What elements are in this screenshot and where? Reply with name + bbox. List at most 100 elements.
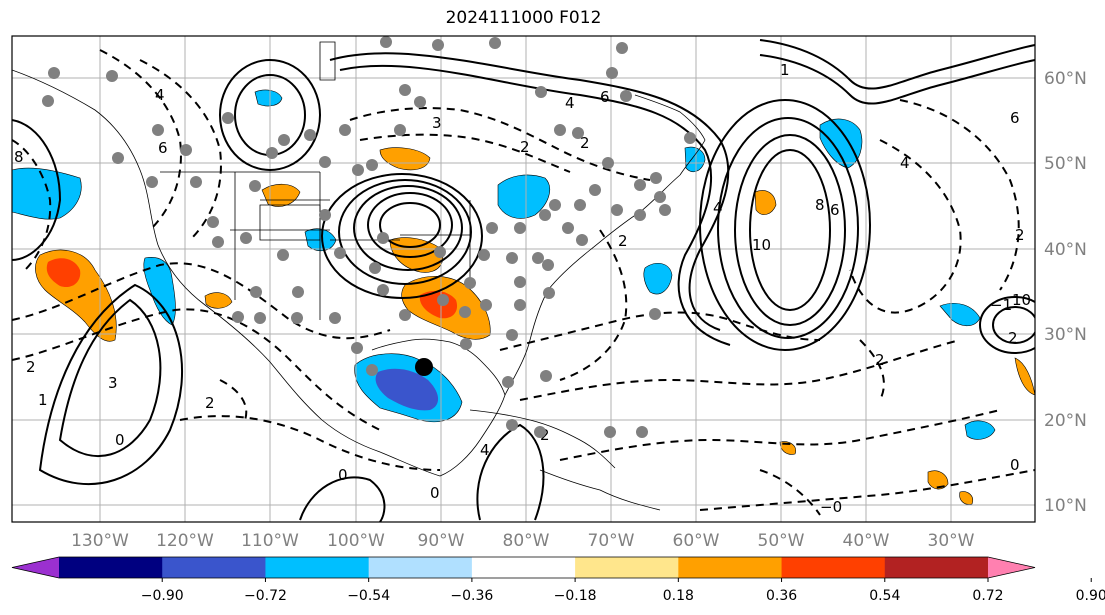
negative-anomaly-gulf-core — [375, 368, 439, 411]
colorbar-tick-label: −0.54 — [347, 588, 390, 604]
positive-anomaly-atlantic — [754, 190, 777, 215]
contour-label: 0 — [115, 431, 125, 449]
colorbar-tick-label: 0.54 — [869, 588, 900, 604]
contour-label: 3 — [432, 114, 442, 132]
lat-label: 10°N — [1044, 496, 1087, 516]
colorbar-tick-label: 0.18 — [663, 588, 694, 604]
negative-anomaly-greatlakes — [497, 174, 550, 219]
lon-label: 60°W — [673, 531, 720, 551]
dashed-contours — [12, 49, 1035, 516]
lat-label: 50°N — [1044, 154, 1087, 174]
contour-label: 4 — [713, 199, 723, 217]
map-frame — [11, 35, 1036, 523]
lon-label: 30°W — [928, 531, 975, 551]
highlighted-station-marker — [415, 358, 433, 376]
positive-anomaly-pacific-core — [46, 258, 81, 288]
lat-label: 60°N — [1044, 69, 1087, 89]
contour-label: 4 — [155, 86, 165, 104]
contour-label: 2 — [26, 358, 36, 376]
lon-label: 90°W — [418, 531, 465, 551]
colorbar-swatch — [59, 557, 163, 578]
contour-label: 2 — [618, 232, 628, 250]
colorbar-tick-label: 0.90 — [1076, 588, 1105, 604]
contour-label: 6 — [158, 139, 168, 157]
contour-label: 2 — [205, 394, 215, 412]
negative-anomaly-california — [143, 257, 176, 326]
negative-anomaly-bc — [254, 89, 283, 107]
contour-label: 8 — [815, 196, 825, 214]
station-markers — [42, 36, 696, 438]
contour-label: −1 — [990, 296, 1012, 314]
contour-label: 4 — [565, 94, 575, 112]
colorbar-extend-high — [988, 557, 1035, 578]
contour-label: 1 — [38, 391, 48, 409]
contour-label: 6 — [830, 201, 840, 219]
positive-anomaly-low-center — [379, 147, 444, 273]
positive-anomaly-rockies — [261, 183, 301, 207]
map-title: 2024111000 F012 — [445, 8, 602, 28]
contour-label-group: 4 6 8 4 6 2 3 2 4 6 8 10 2 0 −1 2 3 2 1 … — [14, 61, 1031, 516]
contour-label: 10 — [1012, 291, 1031, 309]
contour-label: 8 — [14, 148, 24, 166]
contour-label: 10 — [752, 236, 771, 254]
negative-anomaly-atlantic-canada — [819, 118, 863, 169]
colorbar-tick-label: −0.18 — [554, 588, 597, 604]
colorbar: −0.90 −0.72 −0.54 −0.36 −0.18 0.18 0.36 0.54 0.7… — [11, 556, 1105, 604]
contour-label: 4 — [480, 441, 490, 459]
contour-label: 6 — [1010, 109, 1020, 127]
colorbar-extend-low — [12, 557, 59, 578]
contour-label: 1 — [780, 61, 790, 79]
colorbar-swatch — [781, 557, 886, 578]
colorbar-tick-label: −0.90 — [141, 588, 184, 604]
pacific-contours — [12, 119, 183, 485]
colorbar-swatch — [162, 557, 266, 578]
colorbar-tick-label: 0.72 — [972, 588, 1003, 604]
contours — [12, 39, 1035, 522]
lon-label: 80°W — [503, 531, 550, 551]
contour-label: −0 — [820, 498, 842, 516]
lat-label: 40°N — [1044, 240, 1087, 260]
shaded-fields — [12, 89, 1035, 505]
contour-label: 2 — [520, 138, 530, 156]
lon-label: 50°W — [758, 531, 805, 551]
lon-label: 110°W — [241, 531, 299, 551]
longitude-labels: 130°W 120°W 110°W 100°W 90°W 80°W 70°W 6… — [71, 531, 975, 551]
contour-label: 4 — [900, 154, 910, 172]
colorbar-swatch — [678, 557, 783, 578]
colorbar-swatch — [471, 557, 576, 578]
colorbar-swatch — [368, 557, 473, 578]
lat-label: 30°N — [1044, 325, 1087, 345]
atlantic-high-contours — [699, 99, 871, 351]
contour-label: 2 — [1015, 226, 1025, 244]
lon-label: 70°W — [588, 531, 635, 551]
colorbar-tick-label: −0.36 — [450, 588, 493, 604]
negative-anomaly-east-atlantic — [964, 420, 996, 440]
coastlines — [12, 41, 706, 511]
lon-label: 40°W — [843, 531, 890, 551]
colorbar-tick-label: −0.72 — [244, 588, 287, 604]
contour-label: 3 — [108, 374, 118, 392]
colorbar-swatch — [575, 557, 679, 578]
lat-label: 20°N — [1044, 411, 1087, 431]
contour-label: 0 — [1010, 456, 1020, 474]
contour-label: 2 — [1008, 329, 1018, 347]
contour-label: 2 — [875, 351, 885, 369]
positive-anomaly-baja — [204, 292, 233, 309]
lon-label: 120°W — [156, 531, 214, 551]
negative-anomaly-west-coast — [12, 167, 82, 220]
latitude-labels: 60°N 50°N 40°N 30°N 20°N 10°N — [1044, 69, 1087, 516]
positive-anomaly-tropics — [779, 357, 1035, 505]
colorbar-tick-label: 0.36 — [766, 588, 797, 604]
negative-anomaly-labrador — [684, 146, 706, 173]
east-atlantic-contours — [299, 296, 1035, 522]
negative-anomaly-mid-atlantic — [643, 262, 673, 295]
lon-label: 130°W — [71, 531, 129, 551]
colorbar-outline — [11, 556, 1036, 579]
low-center-contours — [321, 173, 483, 299]
contour-label: 6 — [600, 88, 610, 106]
colorbar-swatch — [265, 557, 370, 578]
contour-label: 0 — [338, 466, 348, 484]
contour-label: 2 — [580, 134, 590, 152]
lon-label: 100°W — [327, 531, 385, 551]
